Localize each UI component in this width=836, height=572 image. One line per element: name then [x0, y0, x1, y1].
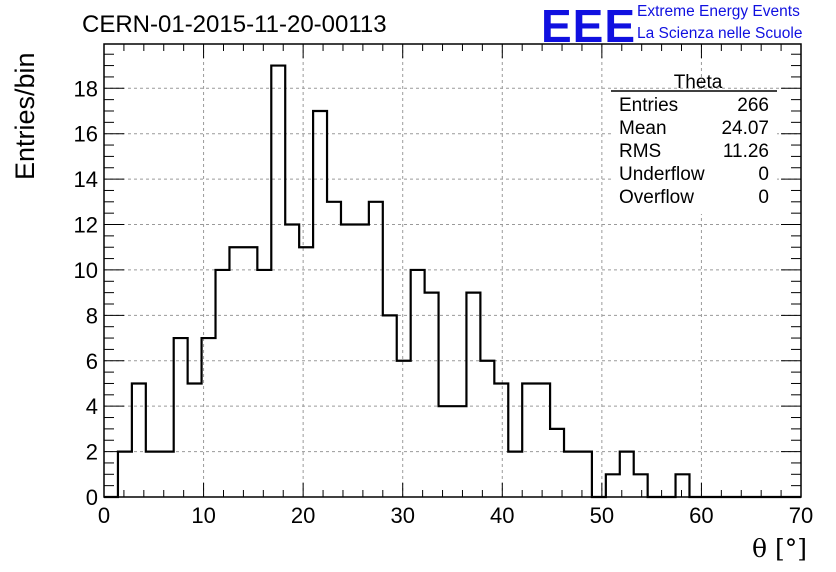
stats-row-value: 24.07	[721, 118, 769, 139]
y-tick-labels: 0 2 4 6 8 10 12 14 16 18	[74, 76, 98, 510]
histogram-bin	[466, 293, 480, 497]
stats-row-label: Underflow	[619, 164, 705, 185]
stats-box-background	[611, 89, 777, 214]
histogram-bin	[397, 361, 411, 497]
y-tick-label: 0	[86, 485, 98, 510]
histogram-bin	[216, 270, 230, 497]
histogram-bin	[494, 383, 508, 497]
histogram-bin	[188, 383, 202, 497]
histogram-bin	[425, 293, 439, 497]
histogram-bin	[676, 474, 690, 497]
y-tick-label: 10	[74, 258, 98, 283]
x-tick-label: 70	[789, 503, 813, 528]
histogram-outline	[104, 64, 801, 499]
y-tick-label: 6	[86, 349, 98, 374]
x-tick-label: 30	[390, 503, 414, 528]
histogram-bin	[229, 247, 243, 497]
logo-line-1: Extreme Energy Events	[637, 3, 800, 20]
histogram-bin	[550, 429, 564, 497]
stats-row-value: 0	[758, 187, 769, 208]
stats-row-label: Entries	[619, 95, 678, 116]
stats-row-label: Mean	[619, 118, 667, 139]
stats-row-value: 266	[737, 95, 769, 116]
y-tick-label: 2	[86, 440, 98, 465]
histogram-bin	[160, 452, 174, 497]
stats-row-label: RMS	[619, 141, 661, 162]
histogram-bin	[634, 474, 648, 497]
histogram-bin	[327, 202, 341, 497]
axis-ticks	[103, 44, 802, 498]
histogram-bin	[522, 383, 536, 497]
y-tick-label: 18	[74, 76, 98, 101]
x-tick-labels: 0 10 20 30 40 50 60 70	[98, 503, 813, 528]
stats-row-value: 0	[758, 164, 769, 185]
histogram-bin	[132, 383, 146, 497]
histogram-bin	[536, 383, 550, 497]
y-axis-label: Entries/bin	[10, 52, 40, 180]
histogram-bin	[146, 452, 160, 497]
run-label: CERN-01-2015-11-20-00113	[82, 11, 387, 38]
histogram-series	[104, 64, 801, 499]
x-axis-label: θ [°]	[752, 534, 808, 563]
x-tick-label: 50	[590, 503, 614, 528]
stats-row-value: 11.26	[723, 141, 769, 162]
y-tick-label: 12	[74, 213, 98, 238]
histogram-bin	[480, 361, 494, 497]
histogram-bin	[174, 338, 188, 497]
plot-frame	[103, 43, 802, 498]
eee-logo: EEE	[541, 0, 637, 52]
histogram-bin	[508, 452, 522, 497]
x-tick-label: 0	[98, 503, 110, 528]
x-tick-label: 60	[689, 503, 713, 528]
histogram-bin	[299, 247, 313, 497]
histogram-bin	[411, 270, 425, 497]
histogram-bin	[118, 452, 132, 497]
histogram-bin	[606, 474, 620, 497]
histogram-bin	[369, 202, 383, 497]
histogram-bin	[313, 111, 327, 497]
histogram-bin	[578, 452, 592, 497]
y-tick-label: 14	[74, 167, 98, 192]
histogram-bin	[271, 66, 285, 497]
x-tick-label: 20	[291, 503, 315, 528]
x-tick-label: 10	[191, 503, 215, 528]
histogram-bin	[564, 452, 578, 497]
y-tick-label: 4	[86, 394, 98, 419]
x-tick-label: 40	[490, 503, 514, 528]
logo-line-2: La Scienza nelle Scuole	[637, 25, 803, 42]
stats-row-label: Overflow	[619, 187, 694, 208]
histogram-bin	[257, 270, 271, 497]
y-tick-label: 8	[86, 303, 98, 328]
y-tick-label: 16	[74, 122, 98, 147]
histogram-bin	[243, 247, 257, 497]
stats-title: Theta	[674, 72, 723, 93]
